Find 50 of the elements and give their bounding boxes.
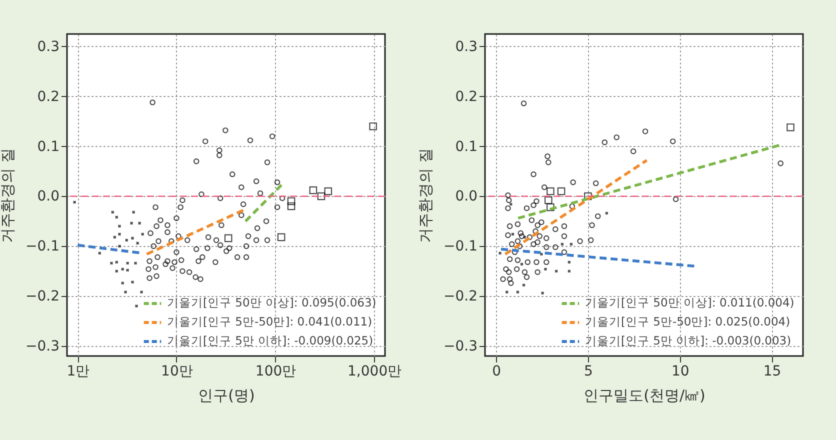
y-tick-label: 0.0 [37,188,60,205]
x-tick-label: 1,000만 [348,364,402,380]
legend-label: 기울기[인구 5만 이하]: -0.009(0.025) [167,334,374,348]
y-tick-label: 0.3 [37,38,60,55]
y-tick-label: 0.0 [455,188,478,205]
point [498,252,502,255]
x-tick-label: 15 [763,364,782,380]
y-tick-label: 0.1 [37,138,60,155]
point [554,270,558,273]
y-axis-title: 거주환경의 질 [0,148,17,243]
legend-label: 기울기[인구 50만 이상]: 0.011(0.004) [585,296,794,310]
legend-label: 기울기[인구 50만 이상]: 0.095(0.063) [167,296,376,310]
point [522,284,526,287]
x-tick-label: 10만 [161,364,193,380]
y-tick-label: 0.2 [455,88,478,105]
point [516,290,520,294]
x-axis-title: 인구(명) [198,386,255,404]
y-tick-label: −0.1 [444,238,478,255]
y-tick-label: −0.3 [26,338,60,355]
point [786,123,794,132]
point [544,196,552,204]
point [560,242,564,246]
y-tick-label: 0.3 [455,38,478,55]
x-tick-label: 100만 [255,364,296,380]
y-tick-label: 0.2 [37,88,60,105]
point [546,187,554,196]
y-tick-label: 0.1 [455,138,478,155]
point [540,292,544,295]
y-tick-label: −0.2 [26,288,60,305]
point [544,268,548,271]
y-axis-title: 거주환경의 질 [416,148,435,243]
point [568,260,571,264]
x-tick-label: 0 [492,364,501,380]
legend-label: 기울기[인구 5만-50만]: 0.041(0.011) [167,314,372,328]
x-tick-label: 10 [671,364,690,380]
point [505,290,508,294]
x-axis-title: 인구밀도(천명/㎢) [584,386,706,404]
x-tick-label: 5 [584,364,593,380]
point [557,187,566,196]
y-tick-label: −0.3 [444,338,478,355]
legend-label: 기울기[인구 5만-50만]: 0.025(0.004) [585,314,790,328]
point [570,242,573,246]
y-tick-label: −0.2 [444,288,478,305]
point [509,202,512,206]
x-tick-label: 1만 [66,364,90,380]
y-tick-label: −0.1 [26,238,60,255]
point [520,262,524,266]
legend-label: 기울기[인구 5만 이하]: -0.003(0.003) [585,334,792,348]
point [546,203,554,212]
point [568,270,571,273]
